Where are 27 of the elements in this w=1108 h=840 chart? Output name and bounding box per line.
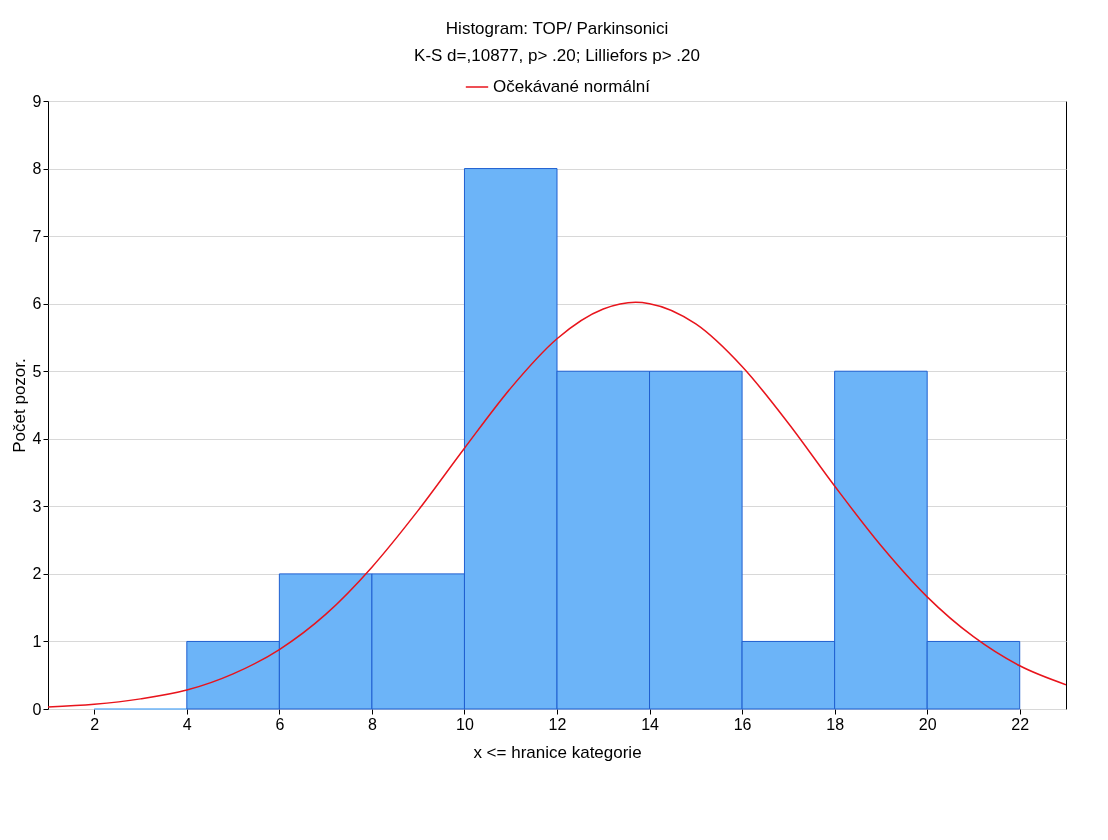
y-tick-label: 8 [32,160,42,178]
x-axis-title: x <= hranice kategorie [473,742,642,762]
y-tick-label: 5 [32,362,42,380]
x-tick-label: 16 [733,715,752,733]
x-tick-label: 6 [275,715,285,733]
y-axis-title: Počet pozor. [9,358,29,453]
x-tick-label: 20 [918,715,937,733]
x-tick-label: 14 [641,715,660,733]
y-tick-label: 4 [32,430,42,448]
x-tick-label: 22 [1011,715,1030,733]
x-tick-label: 18 [826,715,845,733]
y-tick-label: 3 [32,497,42,515]
x-tick-label: 8 [367,715,377,733]
y-tick-label: 7 [32,227,42,245]
chart-title: Histogram: TOP/ Parkinsonici [445,19,669,38]
x-tick-label: 10 [456,715,474,733]
legend-label: Očekávané normální [493,77,651,96]
y-tick-label: 1 [32,632,42,650]
y-tick-label: 6 [32,295,42,313]
y-tick-label: 2 [32,565,42,583]
y-tick-label: 0 [32,700,42,718]
x-tick-label: 4 [182,715,192,733]
y-tick-label: 9 [32,92,42,110]
chart-subtitle: K-S d=,10877, p> .20; Lilliefors p> .20 [414,46,700,65]
x-tick-label: 2 [90,715,100,733]
x-tick-label: 12 [548,715,567,733]
line-series [48,301,1066,708]
